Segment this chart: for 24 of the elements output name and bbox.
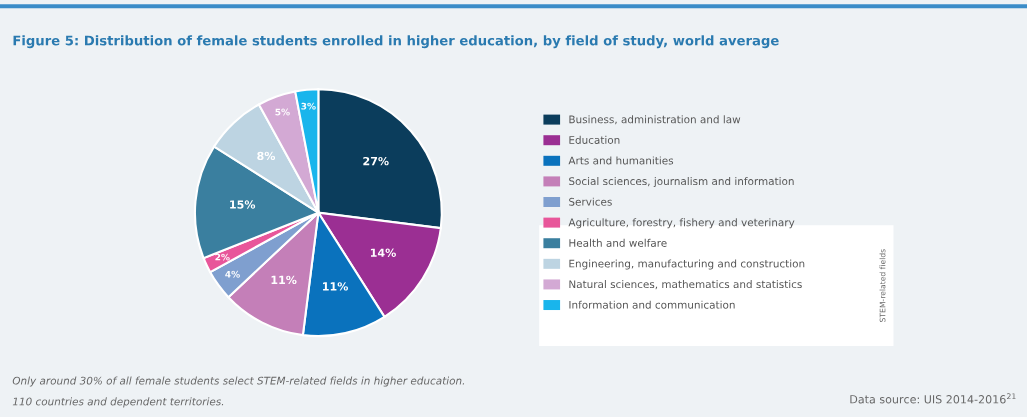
data-label: 8% bbox=[257, 151, 276, 161]
source-note: Data source: UIS 2014-2016$^{21}$ bbox=[850, 393, 1016, 404]
legend-label: Services bbox=[569, 197, 612, 206]
chart-title: Figure 5: Distribution of female students enrolled in higher education, by field of study, world average bbox=[13, 35, 779, 49]
legend-label: Natural sciences, mathematics and statistics bbox=[569, 280, 802, 290]
legend-label: Agriculture, forestry, fishery and veterinary bbox=[568, 218, 795, 229]
data-label: 2% bbox=[215, 253, 230, 261]
data-label: 14% bbox=[370, 248, 396, 257]
data-label: 27% bbox=[363, 156, 389, 166]
data-label: 3% bbox=[301, 102, 316, 110]
text: Only around 30% of all female students select STEM-related fields in higher education. bbox=[12, 376, 465, 387]
data-label: 15% bbox=[230, 200, 256, 209]
data-label: 11% bbox=[323, 282, 349, 291]
legend-label: Business, administration and law bbox=[569, 115, 741, 125]
text: 110 countries and dependent territories. bbox=[12, 397, 224, 408]
data-label: 4% bbox=[225, 270, 240, 278]
legend-label: Social sciences, journalism and information bbox=[569, 177, 794, 188]
legend-label: Education bbox=[569, 135, 620, 144]
legend-label: Information and communication bbox=[569, 300, 735, 309]
data-label: 11% bbox=[271, 275, 297, 285]
legend-label: Arts and humanities bbox=[568, 156, 674, 165]
legend-label: Health and welfare bbox=[569, 238, 667, 247]
data-label: 5% bbox=[275, 108, 290, 116]
legend-label: Engineering, manufacturing and construction bbox=[569, 259, 805, 270]
